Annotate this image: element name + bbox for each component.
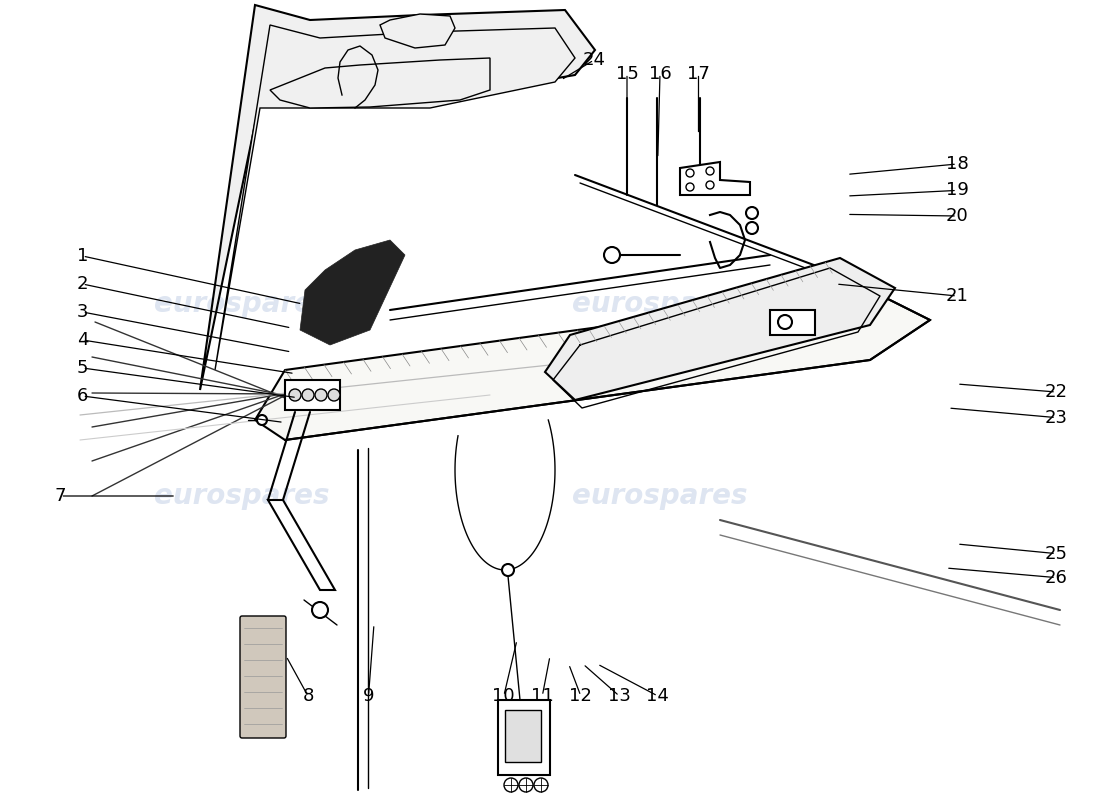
Text: eurospares: eurospares bbox=[572, 290, 748, 318]
Circle shape bbox=[302, 389, 313, 401]
Bar bbox=[498, 700, 550, 775]
Text: 21: 21 bbox=[946, 287, 968, 305]
Text: 22: 22 bbox=[1045, 383, 1067, 401]
Text: 26: 26 bbox=[1045, 569, 1067, 586]
Circle shape bbox=[312, 602, 328, 618]
Text: 13: 13 bbox=[608, 687, 630, 705]
Circle shape bbox=[315, 389, 327, 401]
Circle shape bbox=[746, 222, 758, 234]
Text: 5: 5 bbox=[77, 359, 88, 377]
Text: 7: 7 bbox=[55, 487, 66, 505]
Text: 3: 3 bbox=[77, 303, 88, 321]
Circle shape bbox=[328, 389, 340, 401]
Text: 17: 17 bbox=[688, 65, 710, 82]
Text: 25: 25 bbox=[1045, 545, 1067, 562]
Text: eurospares: eurospares bbox=[154, 290, 330, 318]
Text: 11: 11 bbox=[531, 687, 553, 705]
Polygon shape bbox=[200, 5, 595, 390]
Bar bbox=[505, 710, 541, 762]
Polygon shape bbox=[270, 58, 490, 108]
Circle shape bbox=[534, 778, 548, 792]
Text: 10: 10 bbox=[493, 687, 515, 705]
Polygon shape bbox=[214, 25, 575, 370]
Text: 24: 24 bbox=[583, 51, 605, 69]
Polygon shape bbox=[544, 258, 895, 400]
FancyBboxPatch shape bbox=[240, 616, 286, 738]
Circle shape bbox=[289, 389, 301, 401]
Text: 15: 15 bbox=[616, 65, 638, 82]
Circle shape bbox=[504, 778, 518, 792]
Circle shape bbox=[778, 315, 792, 329]
Text: 18: 18 bbox=[946, 155, 968, 173]
Text: 2: 2 bbox=[77, 275, 88, 293]
Polygon shape bbox=[300, 240, 405, 345]
Circle shape bbox=[746, 207, 758, 219]
Polygon shape bbox=[379, 14, 455, 48]
Circle shape bbox=[257, 415, 267, 425]
Text: eurospares: eurospares bbox=[154, 482, 330, 510]
Text: 14: 14 bbox=[647, 687, 669, 705]
Text: 16: 16 bbox=[649, 65, 671, 82]
Circle shape bbox=[706, 181, 714, 189]
Text: 4: 4 bbox=[77, 331, 88, 349]
Polygon shape bbox=[680, 162, 750, 195]
Text: eurospares: eurospares bbox=[572, 482, 748, 510]
Circle shape bbox=[686, 169, 694, 177]
Text: 8: 8 bbox=[302, 687, 313, 705]
Circle shape bbox=[604, 247, 620, 263]
Circle shape bbox=[502, 564, 514, 576]
Text: 20: 20 bbox=[946, 207, 968, 225]
Bar bbox=[285, 380, 340, 410]
Circle shape bbox=[686, 183, 694, 191]
Polygon shape bbox=[255, 290, 930, 440]
Polygon shape bbox=[268, 500, 336, 590]
Circle shape bbox=[706, 167, 714, 175]
Text: 9: 9 bbox=[363, 687, 374, 705]
Circle shape bbox=[519, 778, 534, 792]
Bar bbox=[770, 310, 815, 335]
Text: 23: 23 bbox=[1045, 409, 1067, 426]
Text: 12: 12 bbox=[570, 687, 592, 705]
Text: 1: 1 bbox=[77, 247, 88, 265]
Text: 6: 6 bbox=[77, 387, 88, 405]
Text: 19: 19 bbox=[946, 182, 968, 199]
